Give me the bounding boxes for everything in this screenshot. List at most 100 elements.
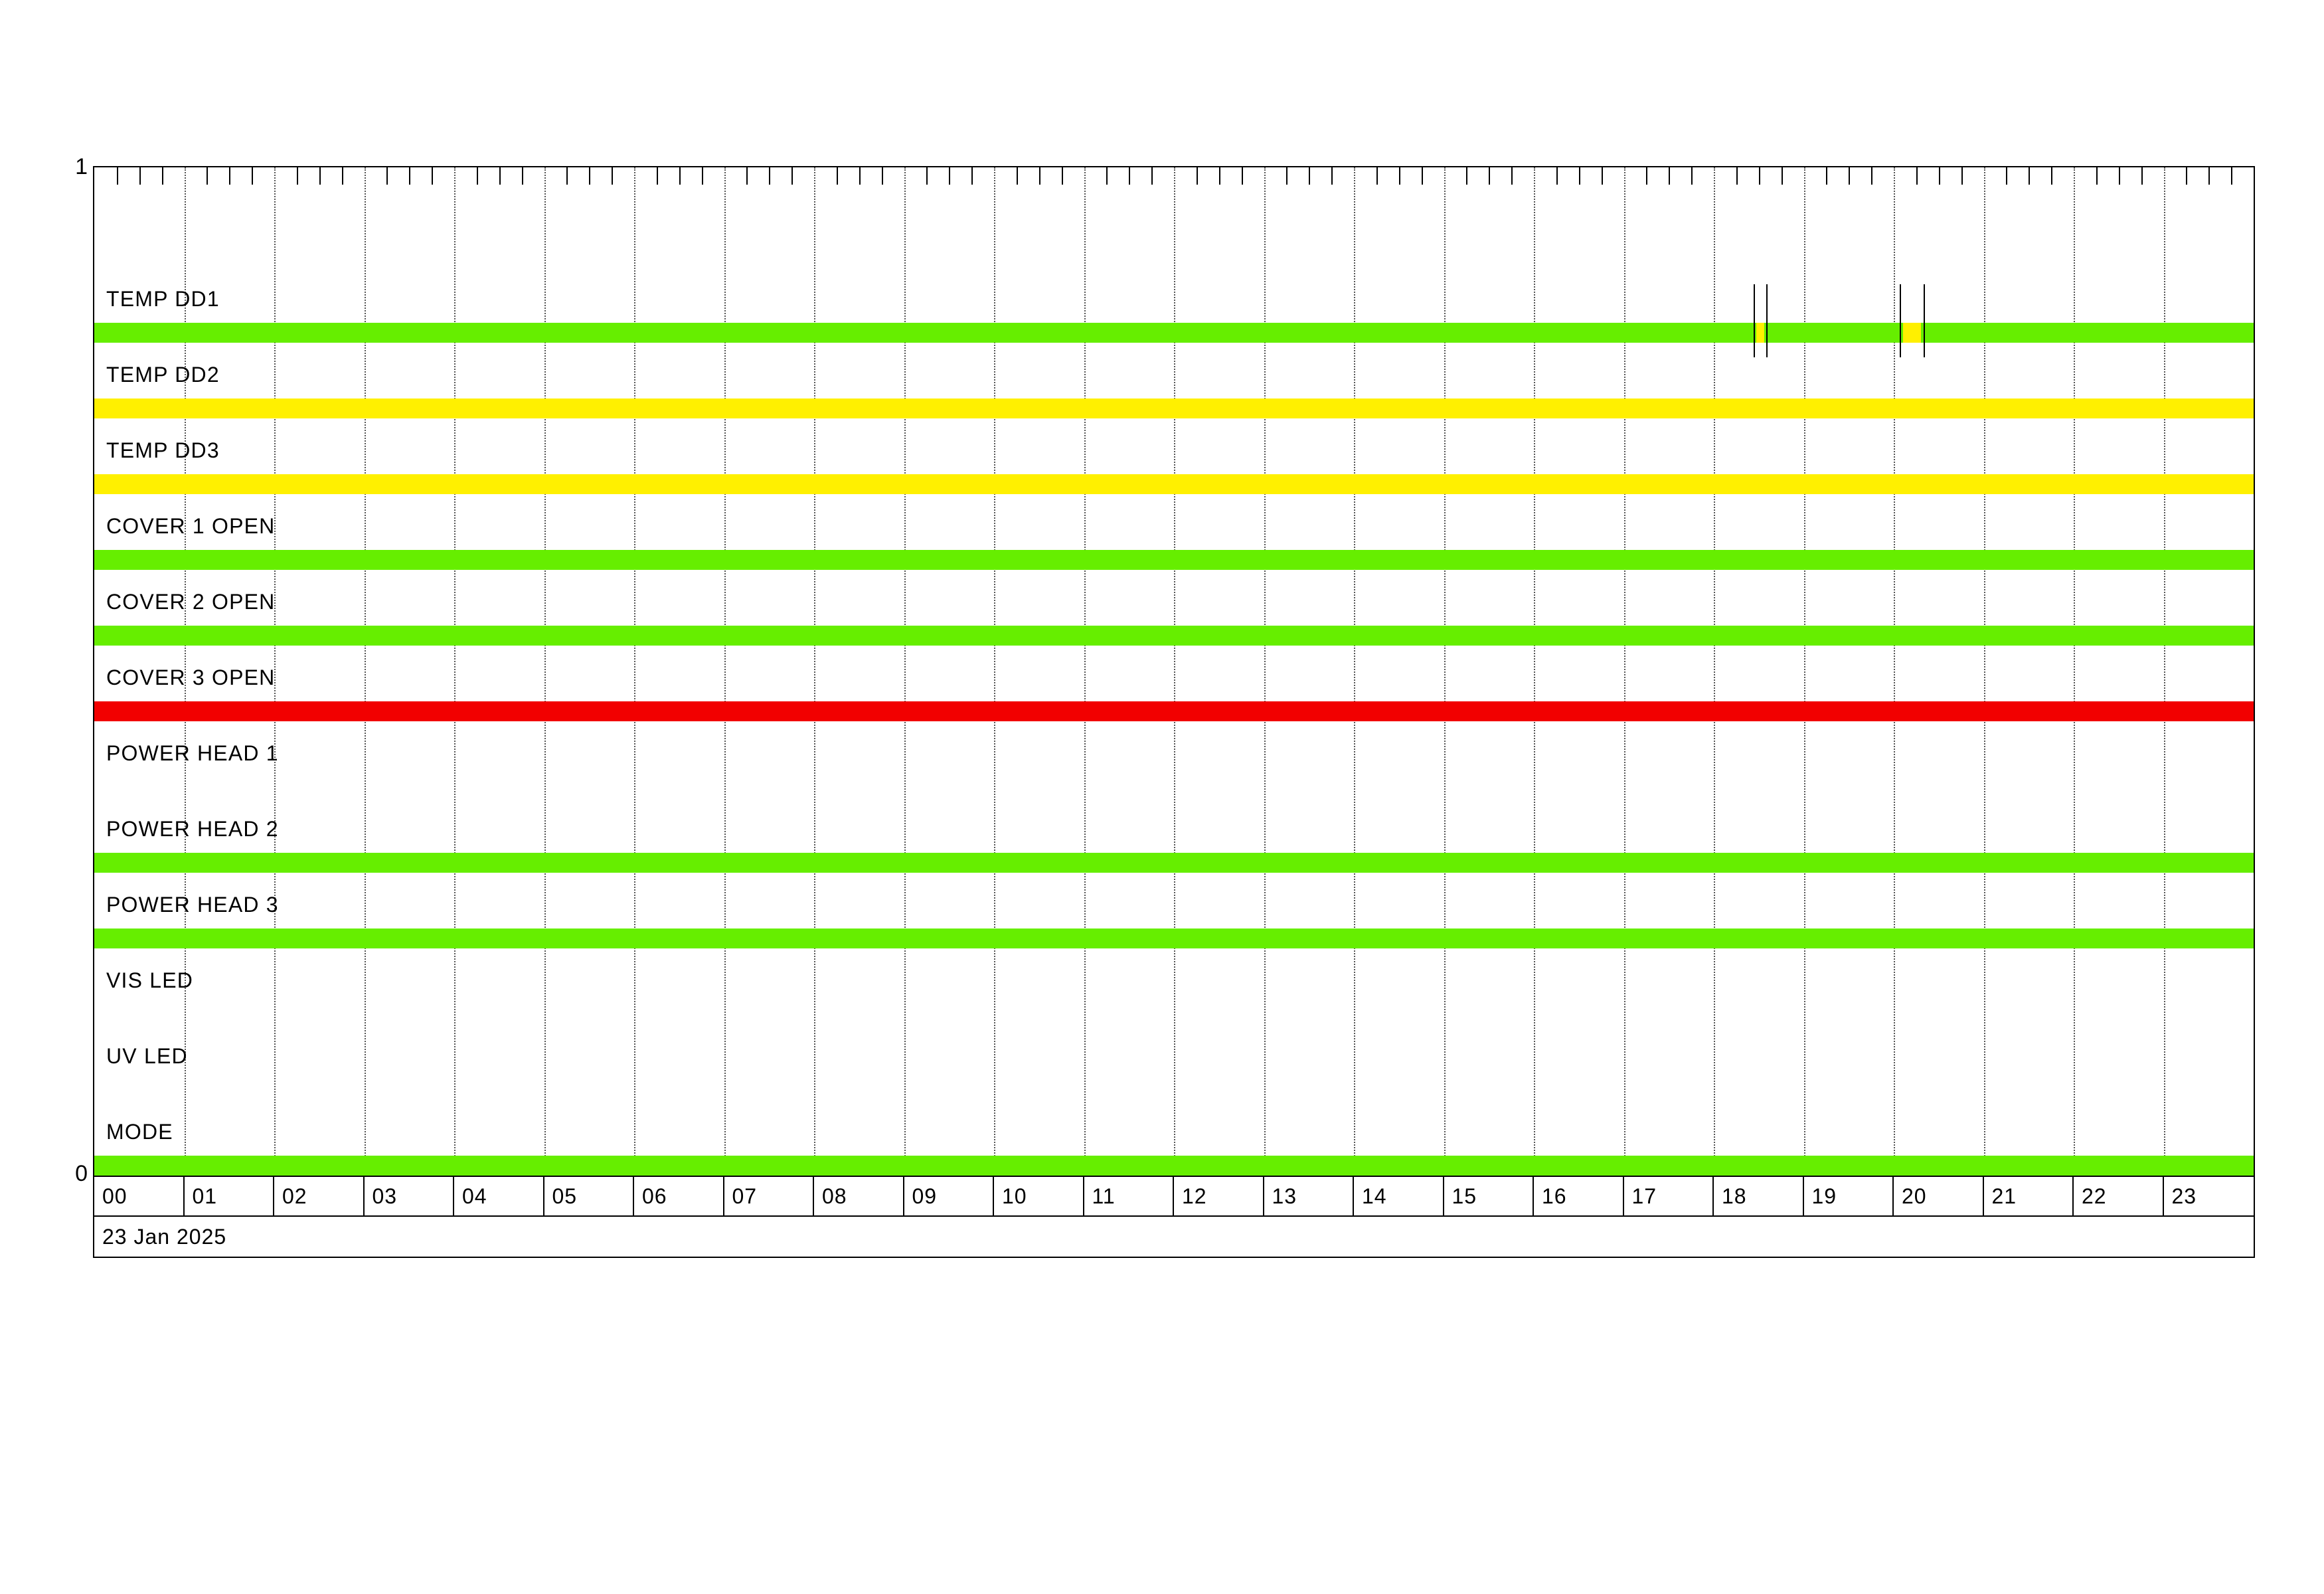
hour-label-12[interactable]: 12	[1174, 1177, 1264, 1215]
status-segment-ok[interactable]	[94, 1156, 2254, 1176]
minor-tick	[1691, 167, 1693, 185]
channel-row[interactable]: UV LED	[94, 1040, 2254, 1116]
minor-tick	[1916, 167, 1918, 185]
hour-label-20[interactable]: 20	[1894, 1177, 1984, 1215]
status-segment-warn[interactable]	[94, 474, 2254, 494]
hour-label-22[interactable]: 22	[2074, 1177, 2164, 1215]
minor-tick	[1309, 167, 1311, 185]
hour-label-05[interactable]: 05	[544, 1177, 634, 1215]
channel-row[interactable]: MODE	[94, 1116, 2254, 1192]
hour-axis-strip: 00 01 02 03 04 05 06 07 08 09 10 11 12 13 14 15 16 17 18 19…	[93, 1176, 2255, 1217]
hour-label-17[interactable]: 17	[1624, 1177, 1714, 1215]
channel-label-power-head-3: POWER HEAD 3	[106, 893, 279, 917]
hour-label-15[interactable]: 15	[1444, 1177, 1534, 1215]
channel-row[interactable]: TEMP DD2	[94, 359, 2254, 434]
minor-tick	[1961, 167, 1963, 185]
status-bar[interactable]	[94, 929, 2254, 948]
hour-label-07[interactable]: 07	[724, 1177, 814, 1215]
minor-tick	[2051, 167, 2053, 185]
hour-label-04[interactable]: 04	[454, 1177, 544, 1215]
status-segment-ok[interactable]	[1764, 323, 1903, 343]
channel-row[interactable]: COVER 3 OPEN	[94, 662, 2254, 737]
minor-tick	[2186, 167, 2188, 185]
status-bar[interactable]	[94, 323, 2254, 343]
channel-row[interactable]: TEMP DD3	[94, 434, 2254, 510]
minor-tick	[1758, 167, 1760, 185]
minor-tick	[746, 167, 748, 185]
minor-tick	[116, 167, 118, 185]
hour-label-08[interactable]: 08	[814, 1177, 904, 1215]
channel-row[interactable]: TEMP DD1	[94, 283, 2254, 359]
status-bar[interactable]	[94, 701, 2254, 721]
status-segment-ok[interactable]	[94, 626, 2254, 646]
minor-tick	[769, 167, 771, 185]
status-segment-warn[interactable]	[1756, 323, 1764, 343]
hour-label-23[interactable]: 23	[2171, 1184, 2197, 1208]
status-bar[interactable]	[94, 398, 2254, 418]
minor-tick	[1038, 167, 1040, 185]
channel-label-uv-led: UV LED	[106, 1044, 188, 1068]
minor-tick	[1849, 167, 1851, 185]
minor-tick	[1331, 167, 1333, 185]
hour-label-01[interactable]: 01	[185, 1177, 274, 1215]
channel-row[interactable]: VIS LED	[94, 964, 2254, 1040]
hour-label-09[interactable]: 09	[904, 1177, 994, 1215]
minor-tick	[971, 167, 973, 185]
minor-tick	[949, 167, 951, 185]
status-segment-ok[interactable]	[94, 550, 2254, 570]
channel-label-temp-dd3: TEMP DD3	[106, 438, 220, 462]
channel-row[interactable]: POWER HEAD 2	[94, 813, 2254, 889]
minor-tick	[701, 167, 703, 185]
status-segment-ok[interactable]	[1920, 323, 2254, 343]
status-bar[interactable]	[94, 626, 2254, 646]
hour-label-11[interactable]: 11	[1084, 1177, 1174, 1215]
minor-tick	[2231, 167, 2233, 185]
channel-row[interactable]: POWER HEAD 1	[94, 737, 2254, 813]
hour-label-21[interactable]: 21	[1984, 1177, 2074, 1215]
hour-label-03[interactable]: 03	[365, 1177, 454, 1215]
minor-tick	[881, 167, 883, 185]
minor-tick	[1421, 167, 1423, 185]
channel-row[interactable]: COVER 2 OPEN	[94, 586, 2254, 662]
channel-row[interactable]: POWER HEAD 3	[94, 889, 2254, 964]
channel-label-cover-1-open: COVER 1 OPEN	[106, 514, 276, 538]
channel-label-cover-2-open: COVER 2 OPEN	[106, 590, 276, 614]
channel-label-power-head-2: POWER HEAD 2	[106, 817, 279, 841]
status-segment-warn[interactable]	[94, 398, 2254, 418]
channel-label-temp-dd2: TEMP DD2	[106, 363, 220, 387]
channel-label-power-head-1: POWER HEAD 1	[106, 741, 279, 765]
hour-label-00[interactable]: 00	[94, 1177, 185, 1215]
minor-tick	[859, 167, 861, 185]
minor-tick	[1826, 167, 1828, 185]
status-bar[interactable]	[94, 1156, 2254, 1176]
channel-row[interactable]: COVER 1 OPEN	[94, 510, 2254, 586]
hour-label-10[interactable]: 10	[994, 1177, 1084, 1215]
status-segment-ok[interactable]	[94, 929, 2254, 948]
minor-tick	[1578, 167, 1580, 185]
minor-tick	[1669, 167, 1671, 185]
minor-tick	[1736, 167, 1738, 185]
status-segment-ok[interactable]	[94, 853, 2254, 873]
minor-tick	[161, 167, 163, 185]
minor-tick	[1871, 167, 1873, 185]
status-segment-ok[interactable]	[94, 323, 1756, 343]
minor-tick	[926, 167, 928, 185]
minor-tick	[1511, 167, 1513, 185]
hour-label-19[interactable]: 19	[1804, 1177, 1894, 1215]
minor-tick	[386, 167, 388, 185]
hour-label-06[interactable]: 06	[634, 1177, 724, 1215]
hour-label-18[interactable]: 18	[1714, 1177, 1804, 1215]
hour-label-02[interactable]: 02	[274, 1177, 365, 1215]
status-bar[interactable]	[94, 853, 2254, 873]
minor-tick	[1601, 167, 1603, 185]
hour-label-16[interactable]: 16	[1534, 1177, 1624, 1215]
minor-tick	[521, 167, 523, 185]
status-segment-alarm[interactable]	[94, 701, 2254, 721]
status-bar[interactable]	[94, 474, 2254, 494]
status-segment-warn[interactable]	[1902, 323, 1921, 343]
minor-tick	[2006, 167, 2008, 185]
status-bar[interactable]	[94, 550, 2254, 570]
hour-label-13[interactable]: 13	[1264, 1177, 1354, 1215]
hour-label-14[interactable]: 14	[1354, 1177, 1444, 1215]
